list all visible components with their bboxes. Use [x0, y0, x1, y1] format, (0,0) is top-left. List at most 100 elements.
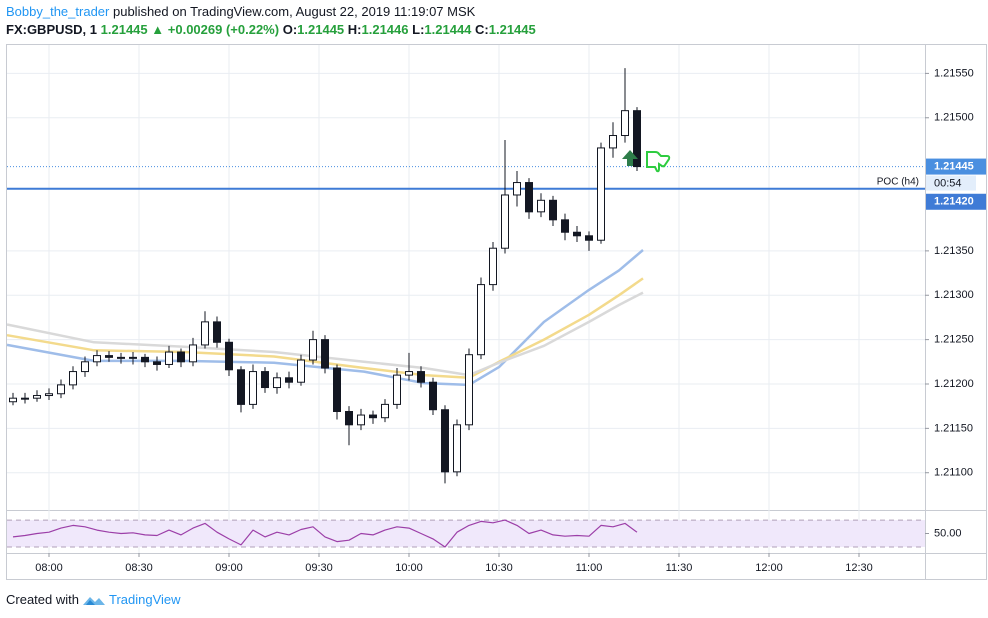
plot: POC (h4)	[6, 68, 925, 548]
x-tick-label: 10:30	[485, 562, 513, 574]
candle-body	[441, 409, 449, 473]
y-tick-label: 1.21350	[934, 245, 974, 257]
up-arrow: ▲	[151, 22, 165, 37]
axes: 1.21550 1.21500 1.21350 1.21300 1.21250 1.212…	[35, 67, 986, 574]
candle-body	[225, 341, 233, 371]
grid	[7, 45, 925, 553]
x-tick-label: 08:30	[125, 562, 153, 574]
candle-body	[429, 381, 437, 411]
low: 1.21444	[424, 22, 472, 37]
candle-body	[609, 135, 617, 149]
candle-body	[513, 182, 521, 196]
y-tick-label: 1.21300	[934, 289, 974, 301]
frame	[6, 44, 987, 580]
y-tick-label: 1.21500	[934, 112, 974, 124]
high: 1.21446	[361, 22, 409, 37]
rsi-band-fill	[7, 520, 925, 547]
x-tick-label: 12:00	[755, 562, 783, 574]
open: 1.21445	[297, 22, 345, 37]
candle-body	[585, 235, 593, 241]
publish-line: Bobby_the_trader published on TradingVie…	[6, 4, 475, 19]
chart: POC (h4) 1.215501.215001.213501.213001.2…	[6, 44, 987, 580]
candle-body	[573, 231, 581, 237]
y-tick-label: 1.21550	[934, 67, 974, 79]
candle-body	[525, 182, 533, 213]
last-price-box	[926, 158, 986, 175]
candle-body	[405, 371, 413, 376]
l-label: L:	[412, 22, 425, 37]
y-tick-label: 1.21150	[934, 422, 973, 434]
y-tick-label: 1.21200	[934, 378, 974, 390]
c-label: C:	[475, 22, 489, 37]
candle-body	[261, 371, 269, 389]
x-tick-label: 11:30	[666, 562, 693, 574]
footer: Created with TradingView	[6, 592, 181, 607]
candle-body	[21, 397, 29, 400]
candle-body	[597, 147, 605, 241]
candle-body	[321, 339, 329, 369]
candle-body	[273, 377, 281, 389]
change: +0.00269 (+0.22%)	[167, 22, 280, 37]
candle-body	[93, 355, 101, 363]
candle-body	[333, 367, 341, 412]
candle-body	[141, 356, 149, 363]
candle-body	[153, 361, 161, 365]
candle-body	[537, 199, 545, 213]
candle-body	[417, 371, 425, 383]
x-tick-label: 08:00	[35, 562, 63, 574]
candle-body	[633, 110, 641, 168]
candle-body	[369, 414, 377, 419]
x-tick-label: 09:00	[215, 562, 243, 574]
last-price-label: 1.21445	[934, 160, 974, 172]
x-tick-label: 10:00	[395, 562, 423, 574]
candle-body	[357, 414, 365, 426]
candle-body	[489, 247, 497, 286]
last: 1.21445	[100, 22, 148, 37]
candle-body	[81, 361, 89, 373]
x-tick-label: 11:00	[576, 562, 603, 574]
o-label: O:	[282, 22, 298, 37]
poc-box	[926, 193, 986, 210]
candle-body	[549, 199, 557, 221]
candle-body	[465, 354, 473, 426]
candle-body	[57, 384, 65, 395]
candle-body	[501, 194, 509, 249]
candle-body	[201, 321, 209, 346]
candle-body	[117, 356, 125, 359]
h-label: H:	[347, 22, 362, 37]
poc-label: 1.21420	[934, 196, 974, 208]
candle-body	[249, 371, 257, 405]
candle-body	[45, 393, 53, 397]
candle-body	[345, 410, 353, 426]
symbol: FX:GBPUSD, 1	[6, 22, 98, 37]
candle-body	[177, 351, 185, 363]
candle-body	[105, 355, 113, 358]
close: 1.21445	[488, 22, 536, 37]
poc-name: POC (h4)	[877, 176, 919, 187]
candle-body	[189, 344, 197, 363]
candle-body	[237, 369, 245, 405]
logo	[82, 596, 105, 605]
y-tick-label: 1.21100	[934, 467, 973, 479]
candle-body	[561, 219, 569, 233]
candle-body	[285, 377, 293, 383]
candle-body	[381, 403, 389, 419]
candle-body	[213, 321, 221, 343]
candle-body	[393, 374, 401, 405]
candle-body	[309, 339, 317, 361]
thumbs-down	[646, 151, 671, 173]
buy-arrow	[622, 150, 638, 166]
footer-prefix: Created with	[6, 592, 79, 607]
footer-brand[interactable]: TradingView	[108, 592, 181, 607]
x-tick-label: 12:30	[845, 562, 873, 574]
published: published on TradingView.com, August 22,…	[112, 4, 476, 19]
countdown-box	[926, 175, 976, 191]
y-tick-label: 1.21250	[934, 334, 974, 346]
candle-body	[165, 351, 173, 365]
rsi-line	[12, 519, 638, 548]
trade-icons	[622, 150, 671, 173]
author[interactable]: Bobby_the_trader	[6, 4, 110, 19]
candle-body	[621, 110, 629, 137]
countdown: 00:54	[934, 177, 962, 189]
rsi-tick-label: 50.00	[934, 527, 962, 539]
